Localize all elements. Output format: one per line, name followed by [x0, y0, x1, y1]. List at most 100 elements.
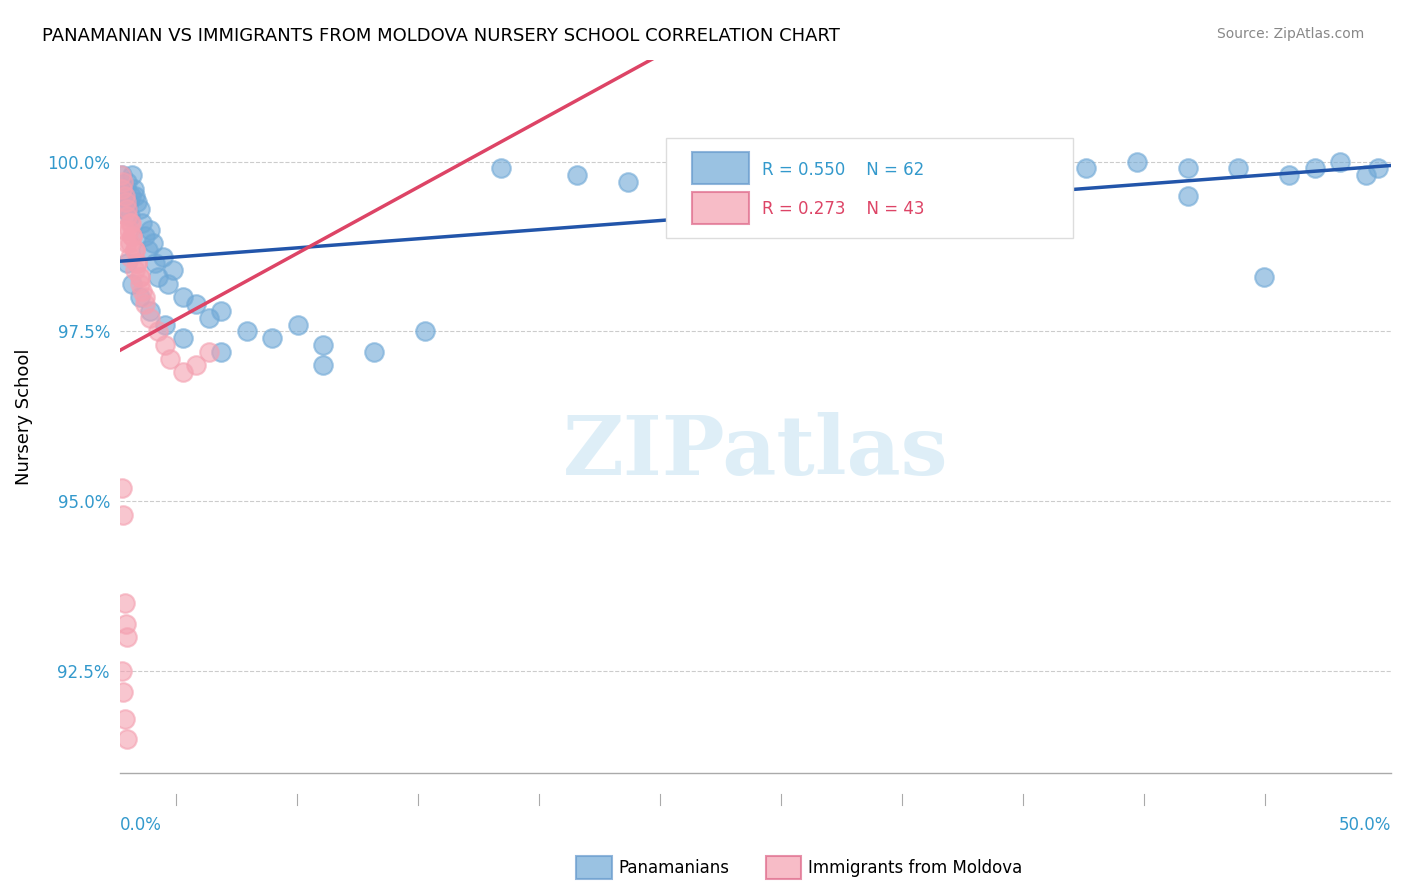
Point — [922, 161, 945, 176]
FancyBboxPatch shape — [666, 138, 1073, 238]
Point — [1278, 168, 1301, 182]
Point — [235, 325, 257, 339]
Point — [134, 290, 156, 304]
Point — [115, 182, 138, 196]
Point — [114, 596, 136, 610]
Point — [617, 175, 640, 189]
Point — [209, 344, 232, 359]
Point — [129, 202, 152, 216]
Point — [146, 325, 169, 339]
Y-axis label: Nursery School: Nursery School — [15, 348, 32, 484]
Point — [127, 256, 149, 270]
Point — [120, 216, 142, 230]
Point — [172, 365, 194, 379]
Point — [1329, 154, 1351, 169]
Point — [115, 195, 138, 210]
Point — [115, 209, 138, 223]
Point — [112, 508, 135, 522]
Point — [162, 263, 184, 277]
Point — [129, 277, 152, 291]
Text: 50.0%: 50.0% — [1339, 816, 1391, 834]
Point — [115, 630, 138, 644]
Point — [124, 263, 146, 277]
Point — [139, 222, 162, 236]
Point — [413, 325, 436, 339]
Point — [172, 290, 194, 304]
Point — [117, 195, 139, 210]
Point — [112, 684, 135, 698]
Point — [1177, 188, 1199, 202]
Point — [111, 481, 134, 495]
Point — [122, 182, 145, 196]
Point — [184, 297, 207, 311]
Point — [124, 243, 146, 257]
Point — [156, 277, 179, 291]
Point — [121, 168, 143, 182]
Point — [1367, 161, 1389, 176]
Point — [124, 188, 146, 202]
Point — [114, 202, 136, 216]
Point — [121, 277, 143, 291]
Point — [1125, 154, 1147, 169]
Point — [172, 331, 194, 345]
Point — [127, 195, 149, 210]
Point — [114, 712, 136, 726]
Point — [111, 665, 134, 679]
Point — [998, 168, 1021, 182]
Point — [1354, 168, 1376, 182]
Point — [120, 188, 142, 202]
Point — [127, 256, 149, 270]
Point — [209, 304, 232, 318]
Point — [820, 168, 842, 182]
Point — [115, 202, 138, 216]
Point — [1253, 270, 1275, 285]
Point — [1177, 161, 1199, 176]
Point — [136, 243, 159, 257]
Point — [312, 338, 335, 352]
Point — [184, 359, 207, 373]
Point — [146, 270, 169, 285]
Point — [110, 168, 132, 182]
FancyBboxPatch shape — [692, 192, 749, 224]
Text: PANAMANIAN VS IMMIGRANTS FROM MOLDOVA NURSERY SCHOOL CORRELATION CHART: PANAMANIAN VS IMMIGRANTS FROM MOLDOVA NU… — [42, 27, 839, 45]
Point — [363, 344, 385, 359]
Point — [668, 161, 690, 176]
Point — [115, 236, 138, 251]
Point — [872, 161, 894, 176]
Point — [152, 250, 174, 264]
Point — [115, 732, 138, 747]
Text: Panamanians: Panamanians — [619, 859, 730, 877]
Point — [159, 351, 181, 366]
Point — [115, 256, 138, 270]
Point — [155, 338, 177, 352]
Text: R = 0.273    N = 43: R = 0.273 N = 43 — [762, 201, 924, 219]
Text: Source: ZipAtlas.com: Source: ZipAtlas.com — [1216, 27, 1364, 41]
Point — [129, 270, 152, 285]
Point — [134, 229, 156, 244]
Point — [129, 270, 152, 285]
Point — [121, 229, 143, 244]
Point — [129, 290, 152, 304]
Point — [1303, 161, 1326, 176]
Point — [143, 256, 166, 270]
Point — [118, 209, 141, 223]
Point — [155, 318, 177, 332]
Point — [111, 182, 134, 196]
Point — [262, 331, 284, 345]
Point — [117, 222, 139, 236]
Text: Immigrants from Moldova: Immigrants from Moldova — [808, 859, 1022, 877]
Point — [114, 222, 136, 236]
Point — [118, 216, 141, 230]
Point — [197, 310, 219, 325]
Point — [567, 168, 589, 182]
Text: 0.0%: 0.0% — [120, 816, 162, 834]
Point — [121, 229, 143, 244]
Text: R = 0.550    N = 62: R = 0.550 N = 62 — [762, 161, 924, 179]
Point — [115, 175, 138, 189]
Point — [118, 236, 141, 251]
Point — [998, 168, 1021, 182]
Point — [112, 188, 135, 202]
Point — [131, 284, 153, 298]
Point — [1227, 161, 1250, 176]
Point — [139, 310, 162, 325]
